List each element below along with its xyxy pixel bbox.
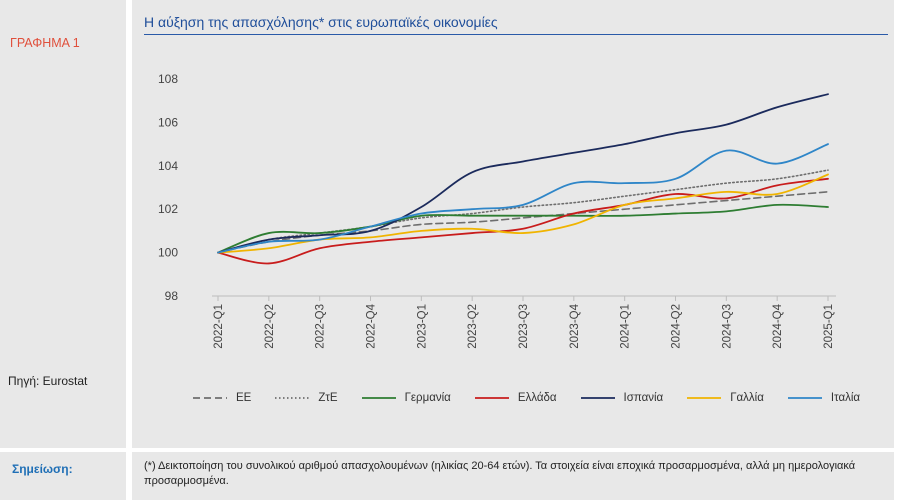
legend-swatch bbox=[580, 397, 615, 399]
series-line-εε bbox=[217, 191, 829, 254]
chart-title: Η αύξηση της απασχόλησης* στις ευρωπαϊκέ… bbox=[144, 14, 498, 30]
x-tick-label: 2022-Q4 bbox=[366, 303, 378, 348]
y-tick-label: 102 bbox=[158, 202, 178, 216]
series-line-ιταλία bbox=[217, 143, 829, 254]
line-chart: 98 100 102 104 106 108 2022-Q1 2022-Q2 2022-Q3 20… bbox=[158, 72, 836, 349]
legend-item: Ελλάδα bbox=[474, 392, 557, 404]
x-tick-label: 2023-Q2 bbox=[467, 304, 479, 349]
note-text: (*) Δεικτοποίηση του συνολικού αριθμού α… bbox=[144, 460, 856, 487]
legend-label: ΕΕ bbox=[236, 392, 252, 404]
legend-item: Γερμανία bbox=[361, 392, 451, 404]
x-tick-label: 2022-Q1 bbox=[213, 304, 225, 349]
legend-label: ΖτΕ bbox=[318, 392, 338, 404]
legend-swatch bbox=[687, 397, 722, 399]
legend-swatch bbox=[474, 397, 509, 399]
note-label-panel: Σημείωση: bbox=[0, 452, 126, 500]
y-tick-label: 104 bbox=[158, 159, 178, 173]
left-panel: ΓΡΑΦΗΜΑ 1 Πηγή: Eurostat bbox=[0, 0, 126, 448]
legend-item: ΕΕ bbox=[192, 392, 251, 404]
y-tick-label: 106 bbox=[158, 115, 178, 129]
figure-label: ΓΡΑΦΗΜΑ 1 bbox=[10, 36, 80, 50]
legend-label: Γερμανία bbox=[404, 392, 451, 404]
y-tick-label: 108 bbox=[158, 72, 178, 86]
legend-item: ΖτΕ bbox=[274, 392, 338, 404]
x-tick-label: 2025-Q1 bbox=[823, 304, 835, 349]
legend-swatch bbox=[361, 397, 396, 399]
series-line-ισπανία bbox=[217, 93, 829, 254]
note-panel: (*) Δεικτοποίηση του συνολικού αριθμού α… bbox=[132, 452, 894, 500]
x-tick-label: 2024-Q2 bbox=[671, 304, 683, 349]
legend-item: Ιταλία bbox=[787, 392, 860, 404]
chart-panel: Η αύξηση της απασχόλησης* στις ευρωπαϊκέ… bbox=[132, 0, 894, 448]
legend-swatch bbox=[787, 397, 822, 399]
legend-item: Γαλλία bbox=[686, 392, 764, 404]
series-line-γερμανία bbox=[217, 203, 829, 254]
legend-label: Ιταλία bbox=[830, 392, 861, 404]
y-tick-label: 100 bbox=[158, 246, 178, 260]
legend-swatch bbox=[193, 397, 227, 399]
x-tick-label: 2024-Q4 bbox=[772, 303, 784, 348]
x-tick-label: 2023-Q3 bbox=[518, 304, 530, 349]
x-tick-label: 2022-Q2 bbox=[264, 304, 276, 349]
legend-label: Γαλλία bbox=[730, 392, 764, 404]
series-line-ελλάδα bbox=[217, 177, 829, 265]
y-tick-label: 98 bbox=[165, 289, 179, 303]
x-tick-label: 2024-Q3 bbox=[721, 304, 733, 349]
chart-legend: ΕΕ ΖτΕ Γερμανία Ελλάδα Ισπανία Γαλλία Ιταλία bbox=[192, 389, 883, 407]
x-tick-label: 2023-Q1 bbox=[416, 304, 428, 349]
x-tick-label: 2024-Q1 bbox=[620, 304, 632, 349]
x-tick-label: 2022-Q3 bbox=[315, 304, 327, 349]
source-label: Πηγή: Eurostat bbox=[8, 374, 88, 388]
x-tick-label: 2023-Q4 bbox=[569, 303, 581, 348]
legend-swatch bbox=[275, 397, 310, 399]
title-rule bbox=[144, 34, 888, 35]
legend-item: Ισπανία bbox=[580, 392, 664, 404]
note-label: Σημείωση: bbox=[12, 462, 73, 476]
legend-label: Ελλάδα bbox=[517, 392, 557, 404]
legend-label: Ισπανία bbox=[623, 392, 664, 404]
